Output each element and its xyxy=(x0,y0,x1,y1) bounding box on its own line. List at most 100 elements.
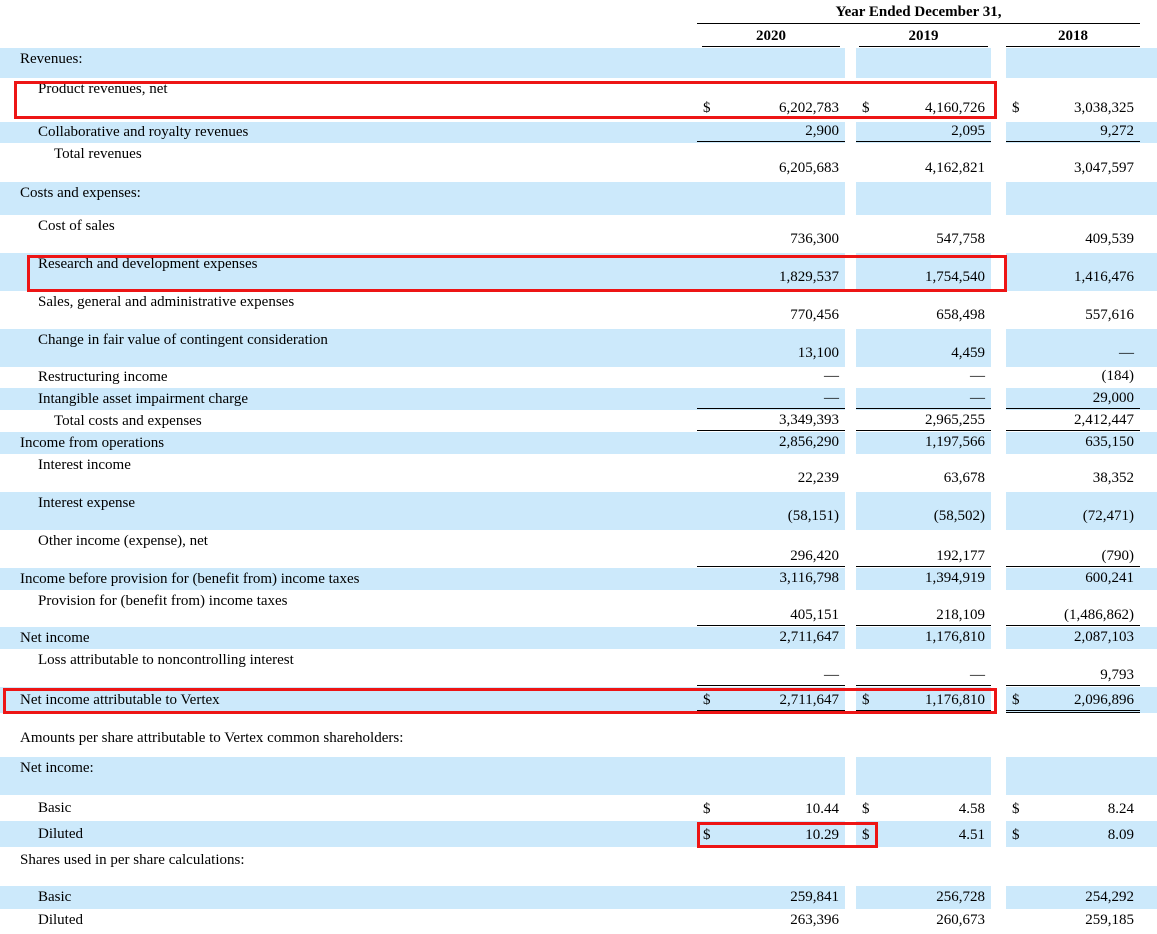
column-gap xyxy=(991,590,1006,627)
value-text: 2,711,647 xyxy=(779,692,839,708)
value-cell-2020: 2,900 xyxy=(697,122,845,143)
column-gap xyxy=(991,757,1006,795)
table-header: Year Ended December 31, 2020 2019 2018 xyxy=(0,0,1157,47)
value-text: 218,109 xyxy=(936,607,985,623)
value-cell-2018: 38,352 xyxy=(1006,454,1157,492)
value-text: 2,856,290 xyxy=(779,434,839,450)
row-label: Diluted xyxy=(38,912,83,928)
column-gap xyxy=(991,886,1006,909)
value-cell-2018: 254,292 xyxy=(1006,886,1157,909)
value-text: (1,486,862) xyxy=(1064,607,1134,623)
value-text: 557,616 xyxy=(1085,307,1134,323)
table-row-total-costs-and-expenses: Total costs and expenses 3,349,393 2,965,2… xyxy=(0,410,1157,432)
column-gap xyxy=(845,432,856,454)
table-row-restructuring-income: Restructuring income — — (184) xyxy=(0,367,1157,388)
dollar-sign: $ xyxy=(1012,827,1020,843)
value-cell-2020: 3,116,798 xyxy=(697,568,845,590)
value-cell-2019 xyxy=(856,48,991,78)
value-cell-2019: 4,459 xyxy=(856,329,991,367)
column-gap xyxy=(845,215,856,253)
value-text: 4.58 xyxy=(958,801,985,817)
value-cell-2019: $4.58 xyxy=(856,795,991,821)
column-gap xyxy=(845,649,856,687)
value-text: 10.29 xyxy=(805,827,839,843)
value-text: 263,396 xyxy=(790,912,839,928)
dollar-sign: $ xyxy=(862,692,870,708)
table-row-provision-for-benefit-from-income-taxes: Provision for (benefit from) income taxe… xyxy=(0,590,1157,627)
value-text: 4,162,821 xyxy=(925,160,985,176)
column-gap xyxy=(845,530,856,568)
value-cell-2018: 29,000 xyxy=(1006,388,1157,410)
column-gap xyxy=(845,253,856,291)
dollar-sign: $ xyxy=(1012,801,1020,817)
dollar-sign: $ xyxy=(703,827,711,843)
row-label: Sales, general and administrative expens… xyxy=(38,294,295,310)
value-cell-2020: $6,202,783 xyxy=(697,78,845,122)
value-cell-2019: 1,754,540 xyxy=(856,253,991,291)
row-label: Research and development expenses xyxy=(0,253,697,291)
value-cell-2018: 9,793 xyxy=(1006,649,1157,687)
row-label: Basic xyxy=(0,886,697,909)
value-cell-2020: 3,349,393 xyxy=(697,410,845,432)
value-cell-2020: 736,300 xyxy=(697,215,845,253)
column-gap xyxy=(845,590,856,627)
value-cell-2018: $8.24 xyxy=(1006,795,1157,821)
column-gap xyxy=(991,909,1006,932)
value-text: 736,300 xyxy=(790,231,839,247)
column-gap xyxy=(845,122,856,143)
column-gap xyxy=(991,215,1006,253)
value-cell-2020: 13,100 xyxy=(697,329,845,367)
value-cell-2018: (1,486,862) xyxy=(1006,590,1157,627)
value-cell-2018 xyxy=(1006,182,1157,215)
value-text: 3,038,325 xyxy=(1074,100,1134,116)
column-gap xyxy=(991,454,1006,492)
row-label: Costs and expenses: xyxy=(0,182,697,215)
column-gap xyxy=(991,329,1006,367)
value-text: 2,096,896 xyxy=(1074,692,1134,708)
value-text: 6,205,683 xyxy=(779,160,839,176)
value-cell-2020 xyxy=(697,725,845,752)
table-row-income-before-provision-for-benefit-from-income-taxes: Income before provision for (benefit fro… xyxy=(0,568,1157,590)
year-column-header-2019: 2019 xyxy=(859,26,988,47)
table-row-net-income: Net income: xyxy=(0,757,1157,795)
row-label: Shares used in per share calculations: xyxy=(20,851,245,868)
value-text: 8.24 xyxy=(1107,801,1134,817)
value-text: 63,678 xyxy=(943,470,985,486)
value-cell-2018: 1,416,476 xyxy=(1006,253,1157,291)
value-cell-2018: — xyxy=(1006,329,1157,367)
value-text: (72,471) xyxy=(1082,508,1134,524)
value-cell-2019: — xyxy=(856,649,991,687)
row-label: Collaborative and royalty revenues xyxy=(0,122,697,143)
table-row-change-in-fair-value-of-contingent-consideration: Change in fair value of contingent consi… xyxy=(0,329,1157,367)
dollar-sign: $ xyxy=(703,692,711,708)
table-row-shares-used-in-per-share-calculations: Shares used in per share calculations: xyxy=(0,847,1157,873)
value-cell-2019: 1,394,919 xyxy=(856,568,991,590)
table-row-costs-and-expenses: Costs and expenses: xyxy=(0,182,1157,215)
column-gap xyxy=(845,329,856,367)
value-text: 22,239 xyxy=(797,470,839,486)
value-text: 1,176,810 xyxy=(925,692,985,708)
column-gap xyxy=(991,182,1006,215)
value-cell-2019: 63,678 xyxy=(856,454,991,492)
value-text: 296,420 xyxy=(790,548,839,564)
table-row-loss-attributable-to-noncontrolling-interest: Loss attributable to noncontrolling inte… xyxy=(0,649,1157,687)
column-gap xyxy=(991,291,1006,329)
column-gap xyxy=(845,909,856,932)
table-row-revenues: Revenues: xyxy=(0,48,1157,78)
value-cell-2019: $4,160,726 xyxy=(856,78,991,122)
value-text: 1,176,810 xyxy=(925,629,985,645)
table-row-interest-income: Interest income 22,239 63,678 38,352 xyxy=(0,454,1157,492)
dollar-sign: $ xyxy=(703,801,711,817)
value-cell-2019: 1,197,566 xyxy=(856,432,991,454)
column-gap xyxy=(991,48,1006,78)
value-text: 4,160,726 xyxy=(925,100,985,116)
column-gap xyxy=(991,26,1006,47)
value-text: 1,829,537 xyxy=(779,269,839,285)
table-row-product-revenues-net: Product revenues, net $6,202,783 $4,160,72… xyxy=(0,78,1157,122)
column-gap xyxy=(845,568,856,590)
column-gap xyxy=(845,687,856,713)
value-text: 658,498 xyxy=(936,307,985,323)
column-gap xyxy=(845,886,856,909)
value-text: (58,502) xyxy=(933,508,985,524)
value-text: — xyxy=(824,667,839,683)
